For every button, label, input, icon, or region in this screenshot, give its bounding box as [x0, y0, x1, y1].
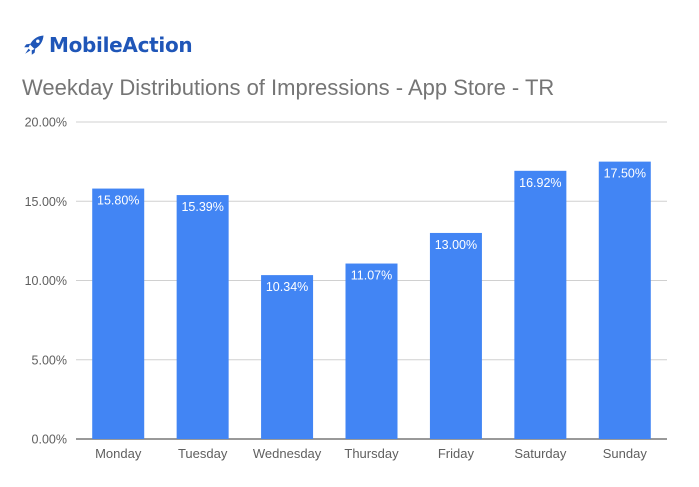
bar-tuesday: [176, 195, 229, 439]
x-category-label: Wednesday: [253, 446, 322, 461]
x-category-label: Friday: [438, 446, 475, 461]
y-tick-label: 20.00%: [25, 116, 67, 130]
y-axis-ticks: 0.00% 5.00% 10.00% 15.00% 20.00%: [25, 116, 67, 447]
brand-name: MobileAction: [49, 33, 193, 57]
y-tick-label: 5.00%: [32, 353, 67, 367]
data-label-wednesday: 10.34%: [266, 280, 308, 294]
bar-wednesday: [261, 275, 314, 439]
x-category-label: Sunday: [603, 446, 648, 461]
bar-friday: [429, 232, 482, 439]
bar-monday: [92, 188, 145, 439]
x-category-label: Saturday: [514, 446, 567, 461]
x-category-label: Thursday: [344, 446, 399, 461]
y-tick-label: 0.00%: [32, 433, 67, 447]
data-label-monday: 15.80%: [97, 194, 139, 208]
rocket-icon: [24, 35, 44, 55]
data-label-friday: 13.00%: [435, 238, 477, 252]
data-label-thursday: 11.07%: [351, 269, 392, 283]
y-tick-label: 10.00%: [25, 274, 67, 288]
bar-thursday: [345, 263, 398, 439]
brand-logo: MobileAction: [22, 30, 193, 60]
bars: [92, 161, 651, 439]
chart-title: Weekday Distributions of Impressions - A…: [22, 75, 555, 100]
x-category-label: Tuesday: [178, 446, 228, 461]
data-labels: 15.80% 15.39% 10.34% 11.07% 13.00% 16.92% 17.5…: [97, 167, 646, 294]
x-axis-categories: Monday Tuesday Wednesday Thursday Friday Satu…: [95, 446, 647, 461]
data-label-saturday: 16.92%: [519, 176, 561, 190]
y-tick-label: 15.00%: [25, 195, 67, 209]
data-label-tuesday: 15.39%: [181, 200, 223, 214]
bar-saturday: [514, 170, 567, 439]
bar-sunday: [598, 161, 651, 439]
data-label-sunday: 17.50%: [604, 167, 646, 181]
x-category-label: Monday: [95, 446, 142, 461]
